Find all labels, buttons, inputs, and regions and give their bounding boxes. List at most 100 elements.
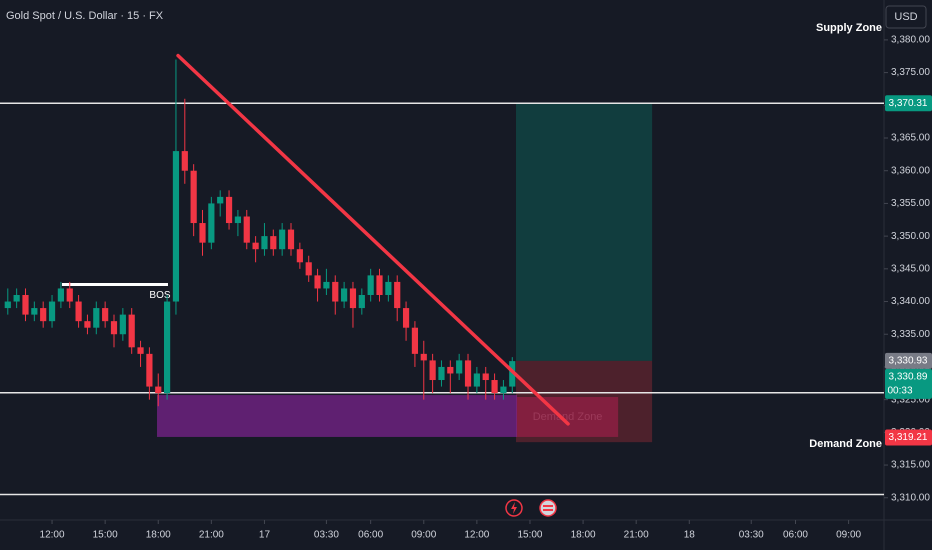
x-tick-label: 18:00 [571,530,596,541]
x-tick-label: 15:00 [517,530,542,541]
candle-body [75,301,82,322]
x-tick-label: 09:00 [411,530,436,541]
x-tick-label: 15:00 [93,530,118,541]
price-badge-label: 3,370.31 [889,98,928,109]
countdown: 00:33 [887,386,912,397]
candle-body [4,301,11,309]
event-icon[interactable] [511,502,517,514]
y-tick-label: 3,365.00 [891,133,930,144]
price-badge-label: 3,330.89 [889,372,928,383]
candle-body [40,308,47,322]
candle-body [234,216,242,224]
candle-body [128,314,135,348]
x-tick-label: 12:00 [40,530,65,541]
event-icon[interactable] [505,499,523,517]
candle-body [376,275,383,295]
zone [515,360,653,443]
x-tick-label: 06:00 [358,530,383,541]
y-tick-label: 3,375.00 [891,67,930,78]
zone [515,103,653,361]
candle-body [190,170,197,224]
currency-button[interactable] [885,5,927,29]
candle-body [199,223,206,243]
candle-body [22,294,29,315]
candle-body [155,386,162,394]
price-badge [885,368,932,399]
flag-icon [543,509,553,511]
supply-label: Supply Zone [816,22,882,34]
zone [517,397,619,437]
zone-label: Demand Zone [533,411,603,423]
y-tick-label: 3,310.00 [891,492,930,503]
x-tick-label: 18:00 [146,530,171,541]
candle-body [270,236,277,250]
x-tick-label: 03:30 [314,530,339,541]
candle-body [172,151,180,302]
price-badge [885,95,932,112]
y-tick-label: 3,335.00 [891,329,930,340]
candle-body [84,321,91,328]
candle-body [48,301,56,322]
candle-body [217,196,224,204]
x-tick-label: 18 [684,530,696,541]
x-tick-label: 21:00 [624,530,649,541]
chart-title: Gold Spot / U.S. Dollar · 15 · FX [6,10,164,22]
candle-body [252,242,259,250]
candle-body [296,249,303,263]
candle-body [482,373,489,381]
candle-body [57,288,64,302]
price-badge [885,352,932,369]
y-tick-label: 3,360.00 [891,165,930,176]
candle-body [456,360,463,374]
candle-body [385,281,392,295]
price-badge-label: 3,319.21 [889,432,928,443]
candle-body [341,288,348,302]
candle-body [411,327,419,354]
candle-body [332,281,339,302]
candle-body [429,360,436,381]
candle-body [438,366,445,381]
y-tick-label: 3,340.00 [891,296,930,307]
candle-body [279,229,286,250]
candle-body [119,314,126,335]
candle-body [13,294,20,302]
candle-body [31,308,38,315]
demand-label: Demand Zone [809,438,882,450]
price-badge-label: 3,330.93 [889,356,928,367]
candle-body [93,308,100,328]
candle-body [146,353,153,387]
candle-body [314,275,321,289]
candle-body [66,288,73,302]
candle-body [323,281,330,289]
currency[interactable]: USD [894,11,917,23]
x-tick-label: 12:00 [464,530,489,541]
candle-body [305,262,312,276]
flag-icon[interactable] [539,499,557,517]
x-tick-label: 17 [259,530,271,541]
flag-icon[interactable] [539,499,557,517]
candle-body [102,308,109,322]
x-tick-label: 06:00 [783,530,808,541]
candle-body [420,353,427,361]
price-badge [885,429,932,446]
candle-body [164,301,171,394]
candle-body [464,360,472,387]
candle-body [261,236,268,250]
candle-body [473,373,480,387]
candle-body [491,380,498,394]
flag-icon [543,505,553,507]
zone [157,395,518,437]
candle-body [225,196,233,224]
y-tick-label: 3,380.00 [891,35,930,46]
candle-body [137,347,144,354]
candle-body [181,151,188,171]
y-tick-label: 3,350.00 [891,231,930,242]
y-tick-label: 3,325.00 [891,394,930,405]
candle-body [394,281,401,309]
y-tick-label: 3,355.00 [891,198,930,209]
trendline [176,53,570,426]
candle-body [500,386,507,394]
x-tick-label: 21:00 [199,530,224,541]
candle-body [349,288,357,309]
